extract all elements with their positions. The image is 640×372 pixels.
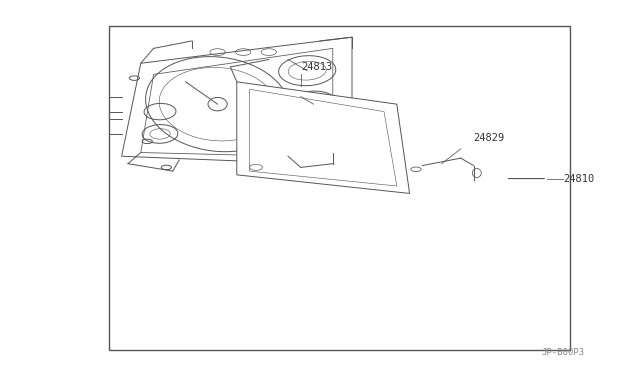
- Bar: [109, 26, 570, 350]
- Text: 24813: 24813: [301, 62, 332, 72]
- Polygon shape: [250, 89, 397, 186]
- Polygon shape: [237, 82, 410, 193]
- Text: 24810: 24810: [563, 174, 595, 183]
- Polygon shape: [141, 48, 333, 156]
- Polygon shape: [122, 37, 352, 164]
- Text: 24829: 24829: [474, 133, 505, 142]
- Ellipse shape: [208, 97, 227, 111]
- Text: JP-B00P3: JP-B00P3: [541, 348, 585, 357]
